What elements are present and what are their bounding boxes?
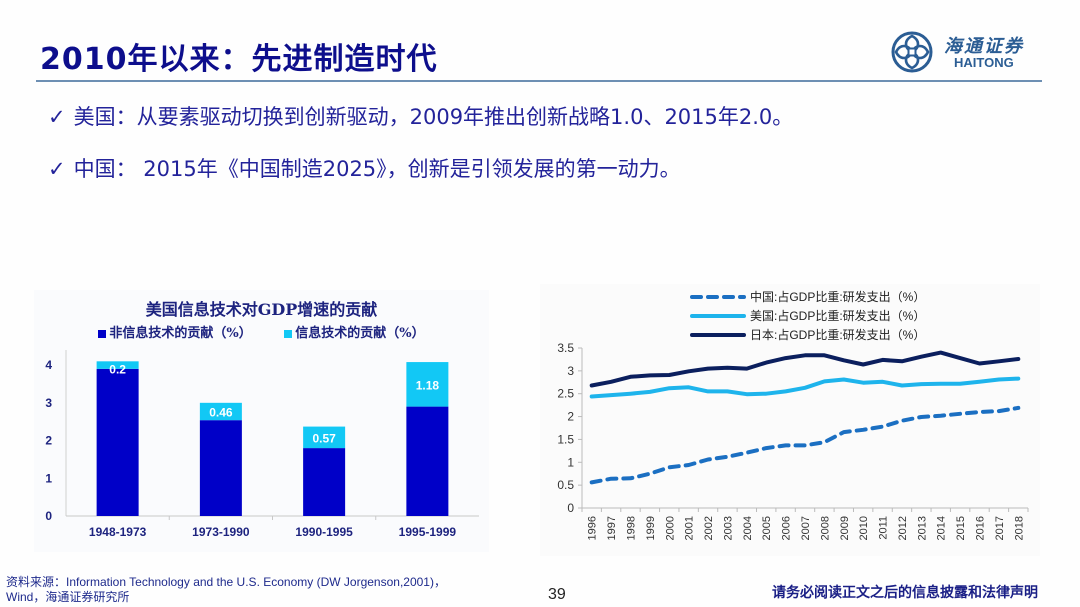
y-tick-label: 3 (567, 364, 574, 378)
us-line (589, 376, 1021, 399)
y-tick-label: 3.5 (557, 341, 574, 355)
title-divider (36, 80, 1042, 82)
chart-legend: 非信息技术的贡献（%） 信息技术的贡献（%） (34, 322, 489, 341)
y-tick-label: 1.5 (557, 432, 574, 446)
japan-line (589, 350, 1021, 388)
x-tick-label: 2018 (1013, 516, 1025, 540)
legal-disclaimer: 请务必阅读正文之后的信息披露和法律声明 (772, 585, 1038, 601)
x-tick-label: 2014 (936, 516, 948, 540)
logo-chinese-text: 海通证券 (944, 36, 1024, 57)
x-tick-label: 1998 (625, 516, 637, 540)
x-tick-label: 2005 (761, 516, 773, 540)
x-tick-label: 2011 (878, 516, 890, 540)
x-tick-label: 2002 (703, 516, 715, 540)
legend-item-non-it: 非信息技术的贡献（%） (98, 326, 252, 341)
y-tick-label: 1 (567, 455, 574, 469)
y-tick-label: 0 (45, 509, 52, 523)
bar-it (303, 426, 346, 449)
x-tick-label: 1995-1999 (399, 525, 457, 539)
x-tick-label: 2010 (858, 516, 870, 540)
x-tick-label: 1996 (587, 516, 599, 540)
haitong-emblem-icon (891, 31, 933, 73)
y-tick-label: 2 (45, 434, 52, 448)
line-chart-plot: 0 0.5 1 1.5 2 2.5 3 3.5 1996 1997 1998 1999 2000 2001… (557, 289, 1029, 540)
page-number: 39 (548, 586, 566, 603)
x-tick-label: 2013 (916, 516, 928, 540)
x-tick-label: 1999 (645, 516, 657, 540)
legend-swatch (98, 329, 107, 338)
bar-it (199, 402, 242, 421)
x-tick-label: 2000 (664, 516, 676, 540)
x-tick-label: 2004 (742, 516, 754, 540)
x-tick-label: 1997 (606, 516, 618, 540)
bullet-china: ✓ 中国： 2015年《中国制造2025》，创新是引领发展的第一动力。 (48, 153, 681, 183)
data-label: 0.2 (109, 362, 126, 376)
x-tick-label: 1973-1990 (192, 525, 250, 539)
logo-english-text: HAITONG (954, 55, 1014, 70)
checkmark-icon: ✓ (48, 105, 66, 129)
bar-non-it (303, 448, 346, 516)
haitong-logo: 海通证券 HAITONG (890, 30, 1040, 74)
y-tick-label: 3 (45, 396, 52, 410)
legend-label: 信息技术的贡献（%） (295, 326, 425, 341)
y-tick-label: 2 (567, 410, 574, 424)
legend-label: 美国:占GDP比重:研发支出（%） (750, 308, 925, 323)
x-tick-label: 2015 (955, 516, 967, 540)
bar-non-it (406, 406, 449, 516)
bar-it (96, 361, 139, 369)
x-tick-label: 2009 (839, 516, 851, 540)
source-line-1: 资料来源：Information Technology and the U.S.… (6, 575, 446, 589)
source-note: 资料来源：Information Technology and the U.S.… (6, 575, 446, 605)
bullet-text: 中国： 2015年《中国制造2025》，创新是引领发展的第一动力。 (73, 157, 681, 181)
x-tick-label: 2012 (897, 516, 909, 540)
data-label: 1.18 (416, 378, 440, 392)
bullet-us: ✓ 美国：从要素驱动切换到创新驱动，2009年推出创新战略1.0、2015年2.0… (48, 101, 793, 131)
checkmark-icon: ✓ (48, 157, 66, 181)
bar-non-it (199, 420, 242, 516)
x-tick-label: 2007 (800, 516, 812, 540)
legend-label: 中国:占GDP比重:研发支出（%） (750, 289, 925, 304)
x-tick-label: 2016 (975, 516, 987, 540)
data-label: 0.46 (209, 405, 233, 419)
x-tick-label: 1990-1995 (295, 525, 353, 539)
y-tick-label: 0 (567, 501, 574, 515)
data-label: 0.57 (312, 431, 336, 445)
x-tick-label: 2006 (781, 516, 793, 540)
china-line (589, 405, 1021, 485)
legend-label: 日本:占GDP比重:研发支出（%） (750, 327, 925, 342)
y-tick-label: 1 (45, 471, 52, 485)
x-tick-label: 2001 (684, 516, 696, 540)
x-tick-label: 1948-1973 (89, 525, 147, 539)
x-tick-label: 2017 (994, 516, 1006, 540)
bullet-text: 美国：从要素驱动切换到创新驱动，2009年推出创新战略1.0、2015年2.0。 (73, 105, 794, 129)
rd-spending-chart: 0 0.5 1 1.5 2 2.5 3 3.5 1996 1997 1998 1999 2000 2001… (540, 284, 1040, 556)
source-line-2: Wind，海通证券研究所 (6, 590, 130, 604)
y-tick-label: 2.5 (557, 387, 574, 401)
y-tick-label: 4 (45, 358, 52, 372)
bar-it (406, 362, 449, 407)
y-tick-label: 0.5 (557, 478, 574, 492)
bar-non-it (96, 368, 139, 516)
x-tick-label: 2008 (819, 516, 831, 540)
it-contribution-chart: 美国信息技术对GDP增速的贡献 非信息技术的贡献（%） 信息技术的贡献（%） 0… (34, 290, 489, 552)
chart-title: 美国信息技术对GDP增速的贡献 (145, 300, 378, 319)
legend-item-it: 信息技术的贡献（%） (284, 326, 425, 341)
legend-swatch (284, 329, 293, 338)
bar-chart-plot: 0 1 2 3 4 0.2 1948-1973 0.46 1973-1990 0.57 1990-1… (45, 350, 479, 539)
page-title: 2010年以来：先进制造时代 (40, 42, 438, 77)
x-tick-label: 2003 (722, 516, 734, 540)
legend-label: 非信息技术的贡献（%） (109, 326, 252, 341)
